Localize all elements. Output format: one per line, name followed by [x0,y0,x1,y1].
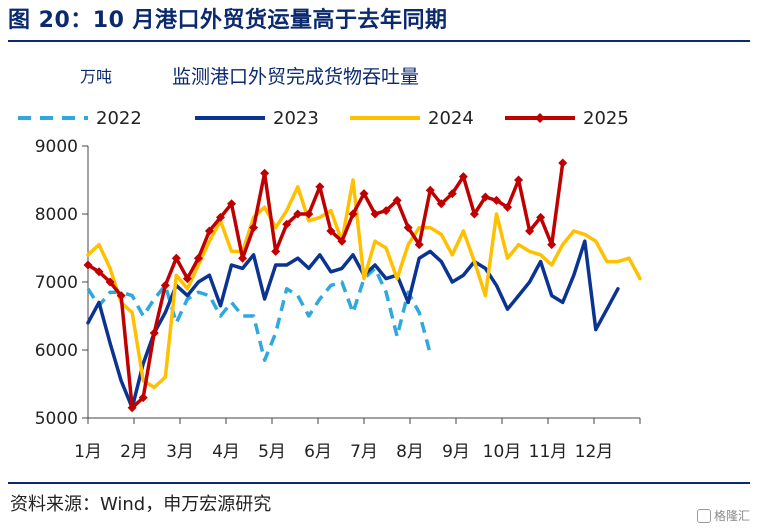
point-2025 [558,158,568,168]
x-tick-label: 1月 [74,442,102,462]
y-tick-label: 8000 [35,205,78,225]
point-2025 [359,189,369,199]
x-tick-label: 11月 [529,442,568,462]
y-tick-label: 9000 [35,137,78,157]
point-2025 [127,403,137,413]
watermark: 格隆汇 [696,507,750,524]
point-2025 [469,209,479,219]
point-2025 [392,195,402,205]
legend-label-2023: 2023 [273,108,319,129]
point-2025 [215,212,225,222]
point-2025 [315,182,325,192]
point-2025 [282,219,292,229]
point-2025 [381,206,391,216]
point-2025 [536,212,546,222]
point-2025 [138,393,148,403]
point-2025 [204,226,214,236]
x-tick-label: 7月 [350,442,378,462]
point-2025 [514,175,524,185]
point-2025 [193,253,203,263]
y-tick-label: 5000 [35,409,78,429]
point-2025 [503,202,513,212]
point-2025 [370,209,380,219]
point-2025 [403,223,413,233]
point-2025 [171,253,181,263]
chart-unit-label: 万吨 [80,67,112,86]
x-tick-label: 3月 [166,442,194,462]
point-2025 [149,328,159,338]
x-tick-label: 12月 [575,442,614,462]
x-tick-label: 2月 [120,442,148,462]
series-line-2023 [86,239,620,410]
y-tick-label: 6000 [35,341,78,361]
x-tick-label: 9月 [442,442,470,462]
source-note: 资料来源：Wind，申万宏源研究 [10,494,272,515]
legend-label-2022: 2022 [96,108,142,129]
x-tick-label: 4月 [212,442,240,462]
legend-label-2025: 2025 [583,108,629,129]
point-2025 [227,199,237,209]
point-2025 [94,267,104,277]
series-line-2022 [86,266,432,362]
x-tick-label: 6月 [304,442,332,462]
watermark-text: 格隆汇 [713,509,750,523]
y-tick-label: 7000 [35,273,78,293]
series-line-2024 [86,178,642,390]
point-2025 [447,189,457,199]
point-2025 [458,172,468,182]
point-2025 [491,195,501,205]
legend-marker-2025 [535,113,545,123]
point-2025 [547,240,557,250]
point-2025 [425,185,435,195]
legend-label-2024: 2024 [428,108,474,129]
point-2025 [260,168,270,178]
point-2025 [160,280,170,290]
legend: 2022 2023 2024 2025 [18,108,629,129]
watermark-logo-icon [696,508,711,523]
point-2025 [348,209,358,219]
chart-title: 监测港口外贸完成货物吞吐量 [172,66,419,88]
x-tick-label: 8月 [396,442,424,462]
point-2025 [525,226,535,236]
point-2025 [83,260,93,270]
point-2025 [293,209,303,219]
point-2025 [271,246,281,256]
series-line-2025 [86,161,565,410]
point-2025 [480,192,490,202]
point-2025 [182,274,192,284]
point-2025 [436,199,446,209]
point-2025 [337,236,347,246]
x-tick-label: 5月 [258,442,286,462]
series-layer [83,158,642,413]
figure-title: 图 20：10 月港口外贸货运量高于去年同期 [8,8,448,33]
point-2025 [249,223,259,233]
point-2025 [304,209,314,219]
point-2025 [116,291,126,301]
point-2025 [238,253,248,263]
point-2025 [326,226,336,236]
source-rule [8,482,750,484]
title-rule [8,40,750,42]
axes: 5000 6000 7000 8000 9000 1月 2月 3月 4月 5月 6月 7月 8月 9月 10… [35,137,641,462]
point-2025 [414,240,424,250]
point-2025 [105,277,115,287]
x-tick-label: 10月 [483,442,522,462]
